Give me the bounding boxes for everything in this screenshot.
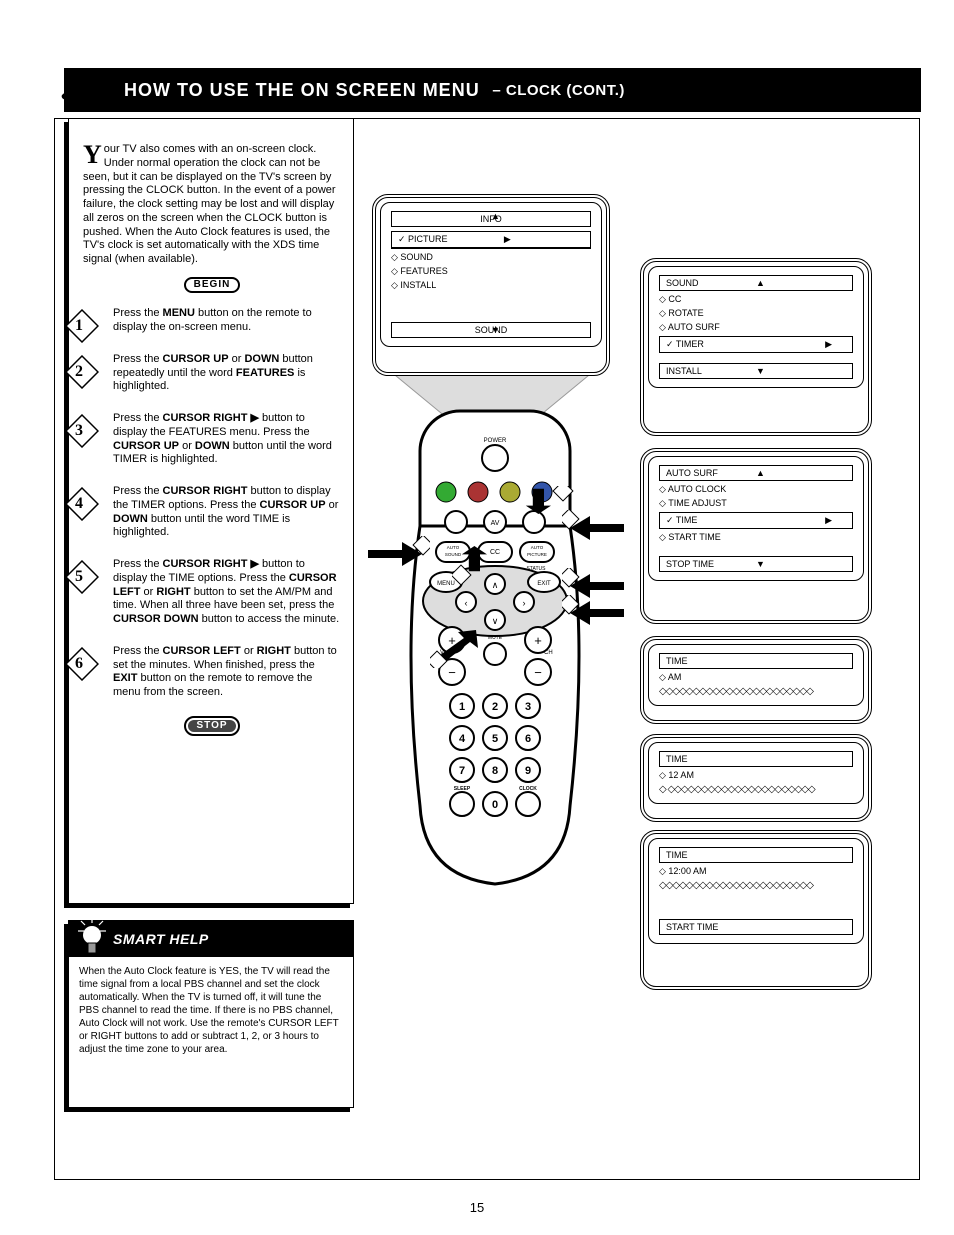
hand-pointer-icon [452, 546, 516, 586]
tv-screen-right-4: TIME◇ 12 AM◇ ◇◇◇◇◇◇◇◇◇◇◇◇◇◇◇◇◇◇◇◇◇◇ [640, 734, 872, 822]
color-button-red[interactable] [468, 482, 488, 502]
svg-text:9: 9 [525, 765, 531, 777]
svg-text:6: 6 [525, 733, 531, 745]
header-title: HOW TO USE THE ON SCREEN MENU [124, 80, 480, 101]
power-button-icon[interactable] [482, 445, 508, 471]
svg-text:AV: AV [491, 520, 500, 527]
hand-pointer-icon [516, 486, 580, 526]
round-button[interactable] [445, 511, 467, 533]
menu-top-bar: INFO▲ [391, 211, 591, 227]
svg-text:7: 7 [459, 765, 465, 777]
lightbulb-icon [75, 915, 109, 963]
svg-text:AUTO: AUTO [531, 545, 544, 550]
smart-help-title: SMART HELP [113, 931, 209, 947]
power-label: POWER [484, 438, 507, 444]
page-header: HOW TO USE THE ON SCREEN MENU – CLOCK (C… [64, 68, 921, 112]
hand-pointer-icon [366, 536, 430, 576]
svg-text:‹: ‹ [465, 598, 468, 608]
step-1: 1 Press the MENU button on the remote to… [91, 307, 341, 335]
stop-badge: STOP [186, 718, 237, 735]
svg-text:3: 3 [525, 701, 531, 713]
svg-text:1: 1 [459, 701, 465, 713]
menu-item: ◇ INSTALL [391, 280, 591, 291]
intro-text: Your TV also comes with an on-screen clo… [83, 143, 341, 267]
tv-screen-right-5: TIME◇ 12:00 AM◇◇◇◇◇◇◇◇◇◇◇◇◇◇◇◇◇◇◇◇◇◇◇STA… [640, 830, 872, 990]
hand-pointer-icon [430, 628, 494, 668]
svg-text:›: › [523, 598, 526, 608]
step-6: 6 Press the CURSOR LEFT or RIGHT button … [91, 645, 341, 700]
tv-screen-right-3: TIME◇ AM◇◇◇◇◇◇◇◇◇◇◇◇◇◇◇◇◇◇◇◇◇◇◇ [640, 636, 872, 724]
instruction-card: Your TV also comes with an on-screen clo… [68, 118, 354, 904]
step-2: 2 Press the CURSOR UP or DOWN button rep… [91, 353, 341, 394]
header-subtitle: – CLOCK (CONT.) [488, 82, 625, 99]
smart-help-body: When the Auto Clock feature is YES, the … [69, 957, 353, 1064]
smart-help-card: SMART HELP When the Auto Clock feature i… [68, 920, 354, 1108]
svg-text:4: 4 [459, 733, 466, 745]
page-number: 15 [470, 1200, 484, 1215]
color-button-green[interactable] [436, 482, 456, 502]
svg-text:+: + [534, 633, 542, 648]
svg-text:8: 8 [492, 765, 498, 777]
menu-item: ◇ FEATURES [391, 266, 591, 277]
svg-text:EXIT: EXIT [537, 581, 551, 587]
svg-text:PICTURE: PICTURE [527, 552, 547, 557]
step-3: 3 Press the CURSOR RIGHT ▶ button to dis… [91, 412, 341, 467]
tv-screen-main: INFO▲ ✓ PICTURE▶ ◇ SOUND ◇ FEATURES ◇ IN… [372, 194, 610, 376]
sleep-button[interactable] [450, 792, 474, 816]
begin-badge: BEGIN [184, 277, 241, 294]
clock-button[interactable] [516, 792, 540, 816]
step-5: 5 Press the CURSOR RIGHT ▶ button to dis… [91, 558, 341, 627]
svg-text:5: 5 [492, 733, 498, 745]
tv-screen-right-2: AUTO SURF▲◇ AUTO CLOCK◇ TIME ADJUST✓ TIM… [640, 448, 872, 624]
svg-text:0: 0 [492, 799, 498, 811]
hand-pointer-icon [562, 595, 626, 635]
step-4: 4 Press the CURSOR RIGHT button to displ… [91, 485, 341, 540]
smart-help-header: SMART HELP [69, 921, 353, 957]
menu-item-selected: ✓ PICTURE▶ [392, 232, 590, 248]
svg-text:∨: ∨ [492, 616, 499, 626]
tv-screen-right-1: SOUND▲◇ CC◇ ROTATE◇ AUTO SURF✓ TIMER▶INS… [640, 258, 872, 436]
menu-bottom-bar: SOUND▼ [391, 322, 591, 338]
svg-text:2: 2 [492, 701, 498, 713]
menu-item: ◇ SOUND [391, 252, 591, 263]
svg-text:−: − [534, 665, 542, 680]
